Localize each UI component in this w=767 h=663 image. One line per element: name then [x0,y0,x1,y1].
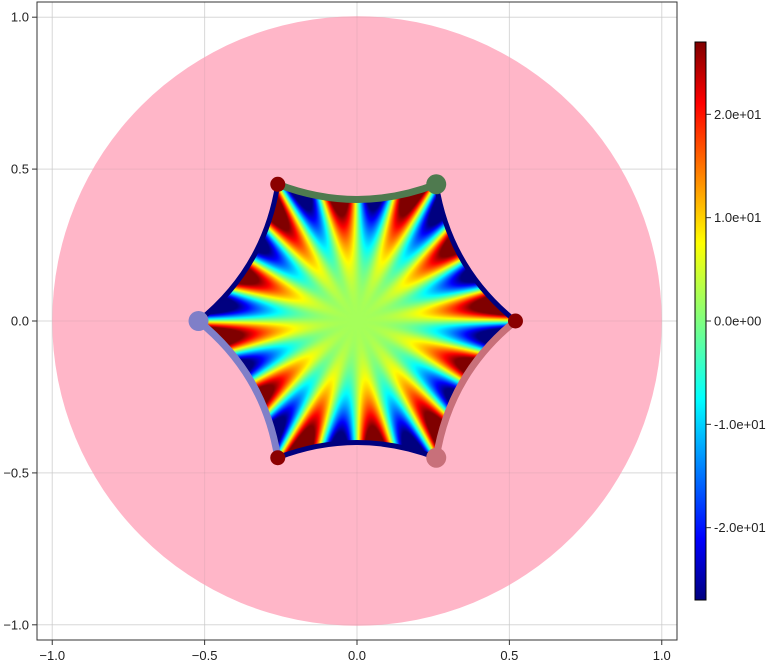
x-tick-label: 0.0 [348,648,366,663]
colorbar-tick-label: -1.0e+01 [714,417,766,432]
highlighted-edge [195,317,282,462]
vertex-marker [188,311,209,331]
vertex-marker [426,174,447,195]
y-tick-label: 0.5 [11,162,29,177]
vertex-marker [507,313,523,329]
axis-ticks: −1.0 −0.5 0.0 0.5 1.0 −1.0 −0.5 0.0 0.5 1.0 [3,10,670,663]
y-tick-label: 0.0 [11,314,29,329]
highlighted-edge [432,317,519,462]
highlighted-edge [274,180,440,203]
colorbar: -2.0e+01 -1.0e+01 0.0e+00 1.0e+01 2.0e+01 [694,41,766,601]
colorbar-tick-label: -2.0e+01 [714,520,766,535]
vertex-marker [426,447,447,468]
y-tick-label: −0.5 [3,465,29,480]
colorbar-tick-label: 2.0e+01 [714,107,761,122]
colorbar-gradient [694,41,707,601]
x-tick-label: −1.0 [39,648,65,663]
x-tick-label: 1.0 [653,648,671,663]
colorbar-ticks: -2.0e+01 -1.0e+01 0.0e+00 1.0e+01 2.0e+01 [706,107,766,535]
plot-area [37,2,677,640]
vertex-marker [270,176,286,192]
y-tick-label: 1.0 [11,10,29,25]
colorbar-tick-label: 1.0e+01 [714,210,761,225]
y-tick-label: −1.0 [3,617,29,632]
vertex-marker [270,450,286,466]
x-tick-label: −0.5 [192,648,218,663]
x-tick-label: 0.5 [500,648,518,663]
colorbar-tick-label: 0.0e+00 [714,314,761,329]
